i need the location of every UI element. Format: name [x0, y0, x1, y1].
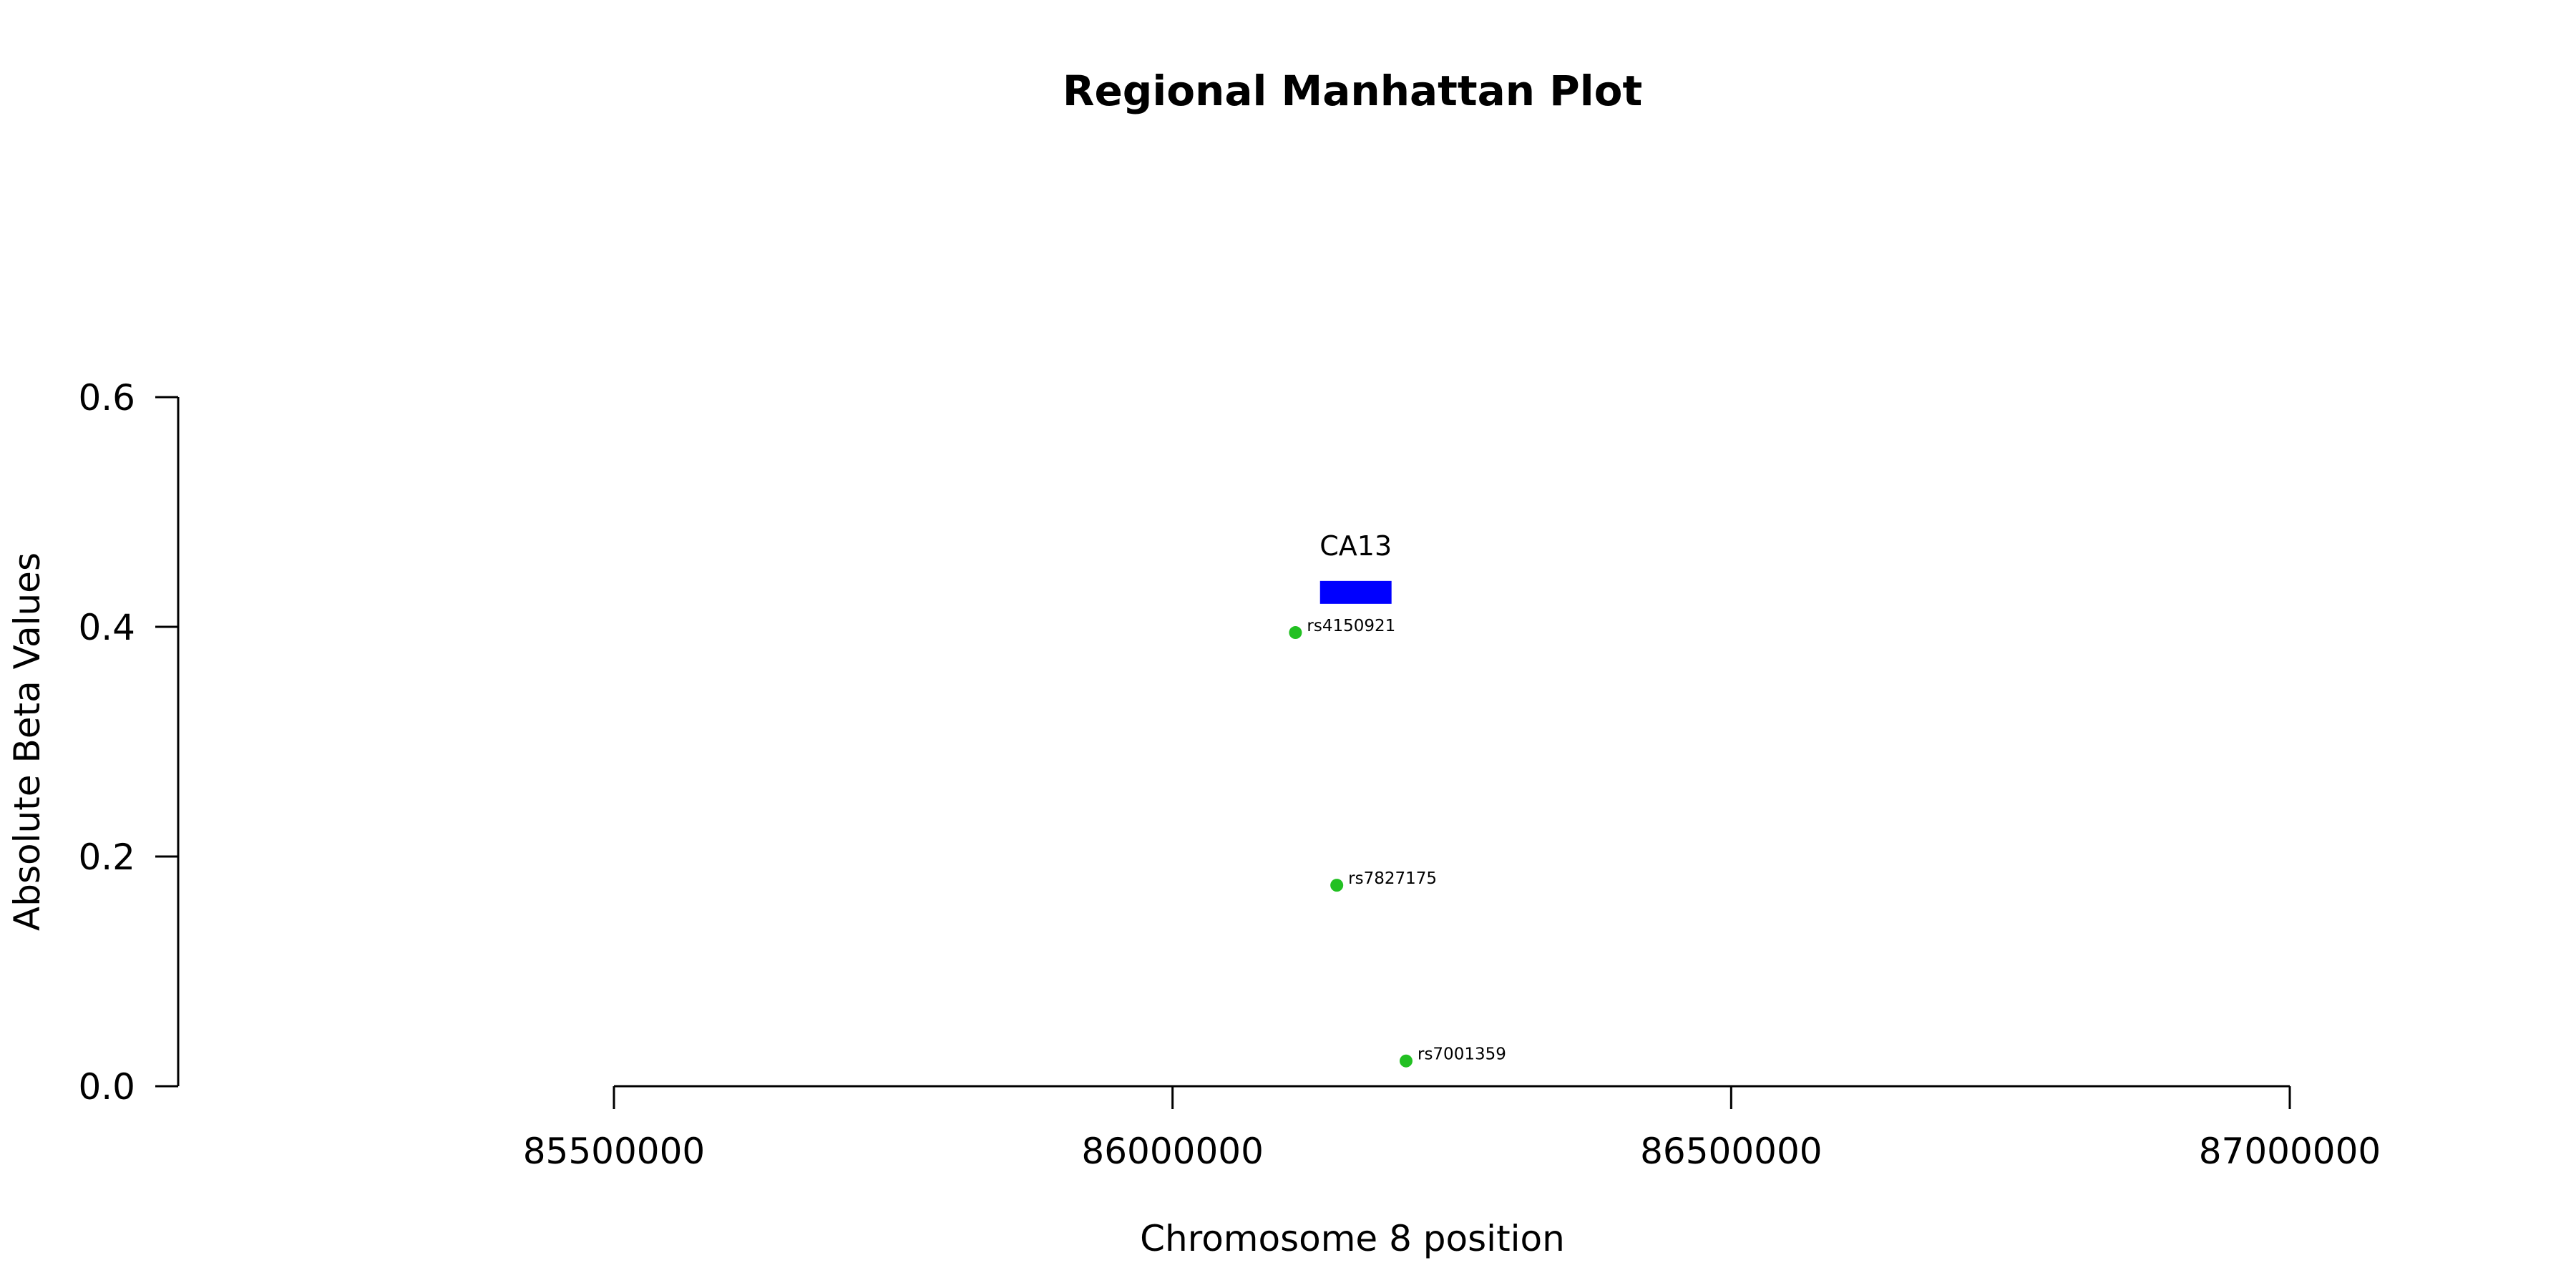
x-axis-label: Chromosome 8 position [1140, 1218, 1565, 1259]
y-tick-label: 0.4 [78, 607, 135, 648]
snp-point [1330, 879, 1344, 892]
y-tick-label: 0.2 [78, 836, 135, 878]
marks-group: CA13 rs4150921 rs7827175 rs7001359 [1289, 530, 1506, 1068]
snp-label: rs7001359 [1418, 1045, 1506, 1064]
snp-point [1399, 1054, 1413, 1068]
y-tick-label: 0.0 [78, 1066, 135, 1108]
x-tick-label: 86000000 [1081, 1131, 1264, 1172]
x-tick-label: 85500000 [523, 1131, 706, 1172]
gene-label: CA13 [1319, 530, 1392, 562]
axes-group: 0.0 0.2 0.4 0.6 85500000 86000000 86500000 8700… [78, 377, 2381, 1172]
y-tick-label: 0.6 [78, 377, 135, 419]
x-tick-label: 87000000 [2199, 1131, 2381, 1172]
gene-bar [1319, 580, 1392, 604]
x-tick-label: 86500000 [1640, 1131, 1823, 1172]
snp-label: rs4150921 [1307, 617, 1395, 635]
chart-title: Regional Manhattan Plot [1063, 67, 1642, 115]
snp-point [1289, 626, 1302, 640]
y-axis-label: Absolute Beta Values [6, 552, 48, 931]
snp-label: rs7827175 [1348, 869, 1437, 888]
